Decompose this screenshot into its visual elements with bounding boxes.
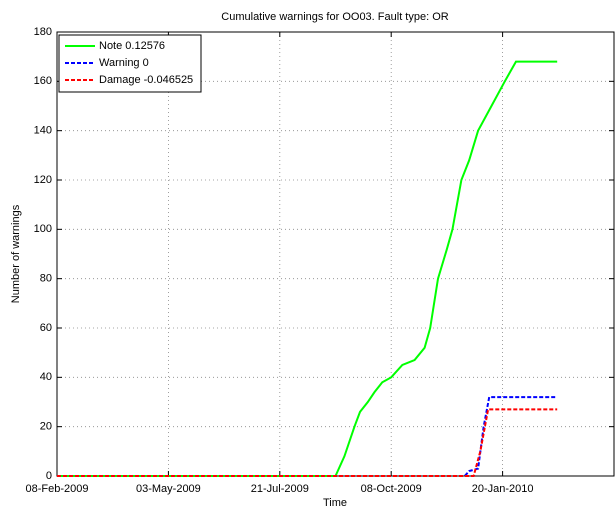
y-tick-label: 100 (34, 223, 52, 235)
y-tick-label: 120 (34, 174, 52, 186)
x-axis-label: Time (323, 497, 347, 509)
legend-label: Damage -0.046525 (99, 74, 193, 86)
x-tick-label: 21-Jul-2009 (251, 483, 309, 495)
plot-frame (56, 31, 615, 477)
x-tick-label: 20-Jan-2010 (472, 483, 534, 495)
y-axis-label: Number of warnings (10, 204, 22, 303)
y-tick-label: 140 (34, 125, 52, 137)
y-tick-label: 60 (40, 322, 52, 334)
series-line (57, 408, 558, 477)
x-tick-label: 08-Oct-2009 (361, 483, 422, 495)
chart-title: Cumulative warnings for OO03. Fault type… (221, 11, 448, 23)
y-tick-label: 20 (40, 421, 52, 433)
series-line (57, 396, 558, 477)
x-tick-label: 03-May-2009 (136, 483, 201, 495)
legend: Note 0.12576 Warning 0 Damage -0.046525 (58, 34, 202, 93)
series-line (57, 60, 558, 477)
y-tick-label: 180 (34, 26, 52, 38)
y-tick-label: 80 (40, 273, 52, 285)
legend-box (58, 34, 202, 93)
legend-label: Note 0.12576 (99, 40, 165, 52)
y-tick-label: 160 (34, 75, 52, 87)
x-tick-label: 08-Feb-2009 (26, 483, 89, 495)
y-tick-label: 40 (40, 371, 52, 383)
y-tick-label: 0 (46, 470, 52, 482)
legend-label: Warning 0 (99, 57, 149, 69)
